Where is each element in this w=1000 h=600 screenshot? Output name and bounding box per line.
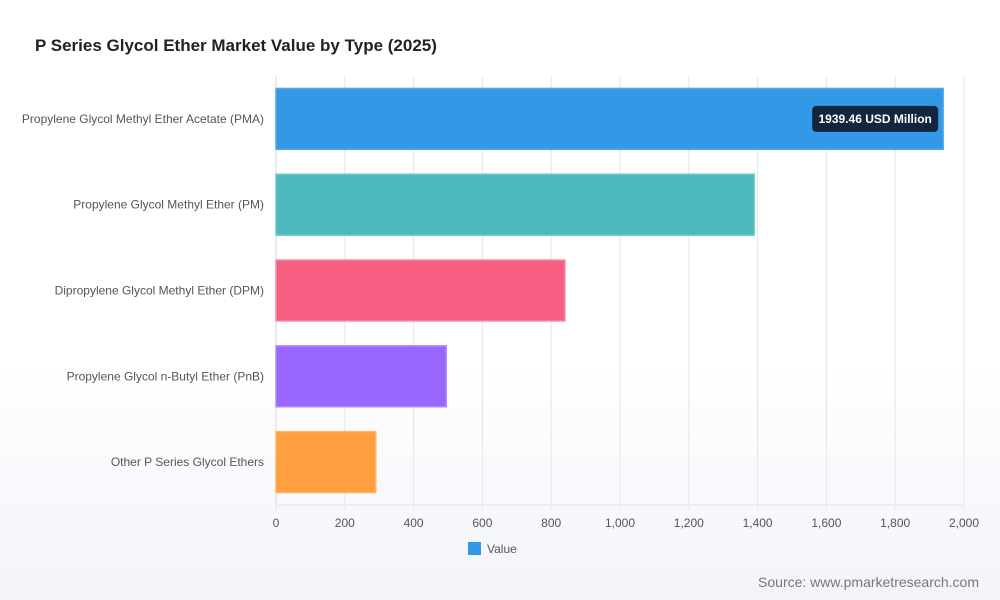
bar[interactable] xyxy=(275,259,566,322)
bar[interactable] xyxy=(275,173,755,236)
category-label: Propylene Glycol Methyl Ether Acetate (P… xyxy=(22,112,264,126)
bar[interactable] xyxy=(275,345,448,408)
x-tick-label: 1,200 xyxy=(674,516,704,530)
chart-title: P Series Glycol Ether Market Value by Ty… xyxy=(35,36,437,55)
tooltip-text: 1939.46 USD Million xyxy=(818,112,931,126)
x-tick-label: 200 xyxy=(335,516,355,530)
x-tick-label: 0 xyxy=(273,516,280,530)
legend-label[interactable]: Value xyxy=(487,542,517,556)
category-labels: Propylene Glycol Methyl Ether Acetate (P… xyxy=(22,112,264,469)
tooltip: 1939.46 USD Million xyxy=(812,105,939,132)
bars xyxy=(275,87,944,494)
tooltip-box xyxy=(812,105,939,132)
legend[interactable]: Value xyxy=(468,542,517,556)
x-tick-label: 2,000 xyxy=(949,516,979,530)
x-tick-label: 1,000 xyxy=(605,516,635,530)
legend-swatch[interactable] xyxy=(468,542,481,555)
category-label: Other P Series Glycol Ethers xyxy=(111,455,264,469)
category-label: Dipropylene Glycol Methyl Ether (DPM) xyxy=(55,284,264,298)
x-tick-label: 800 xyxy=(541,516,561,530)
source-note: Source: www.pmarketresearch.com xyxy=(758,574,979,590)
x-tick-label: 400 xyxy=(404,516,424,530)
x-tick-label: 600 xyxy=(472,516,492,530)
bar[interactable] xyxy=(275,87,944,151)
x-axis-ticks: 0 200 400 600 800 1,000 1,200 1,400 1,600 1,800 2,… xyxy=(273,516,980,530)
bar[interactable] xyxy=(275,430,377,494)
category-label: Propylene Glycol n-Butyl Ether (PnB) xyxy=(67,369,264,383)
x-tick-label: 1,600 xyxy=(811,516,841,530)
category-label: Propylene Glycol Methyl Ether (PM) xyxy=(73,198,264,212)
x-tick-label: 1,800 xyxy=(880,516,910,530)
x-tick-label: 1,400 xyxy=(743,516,773,530)
